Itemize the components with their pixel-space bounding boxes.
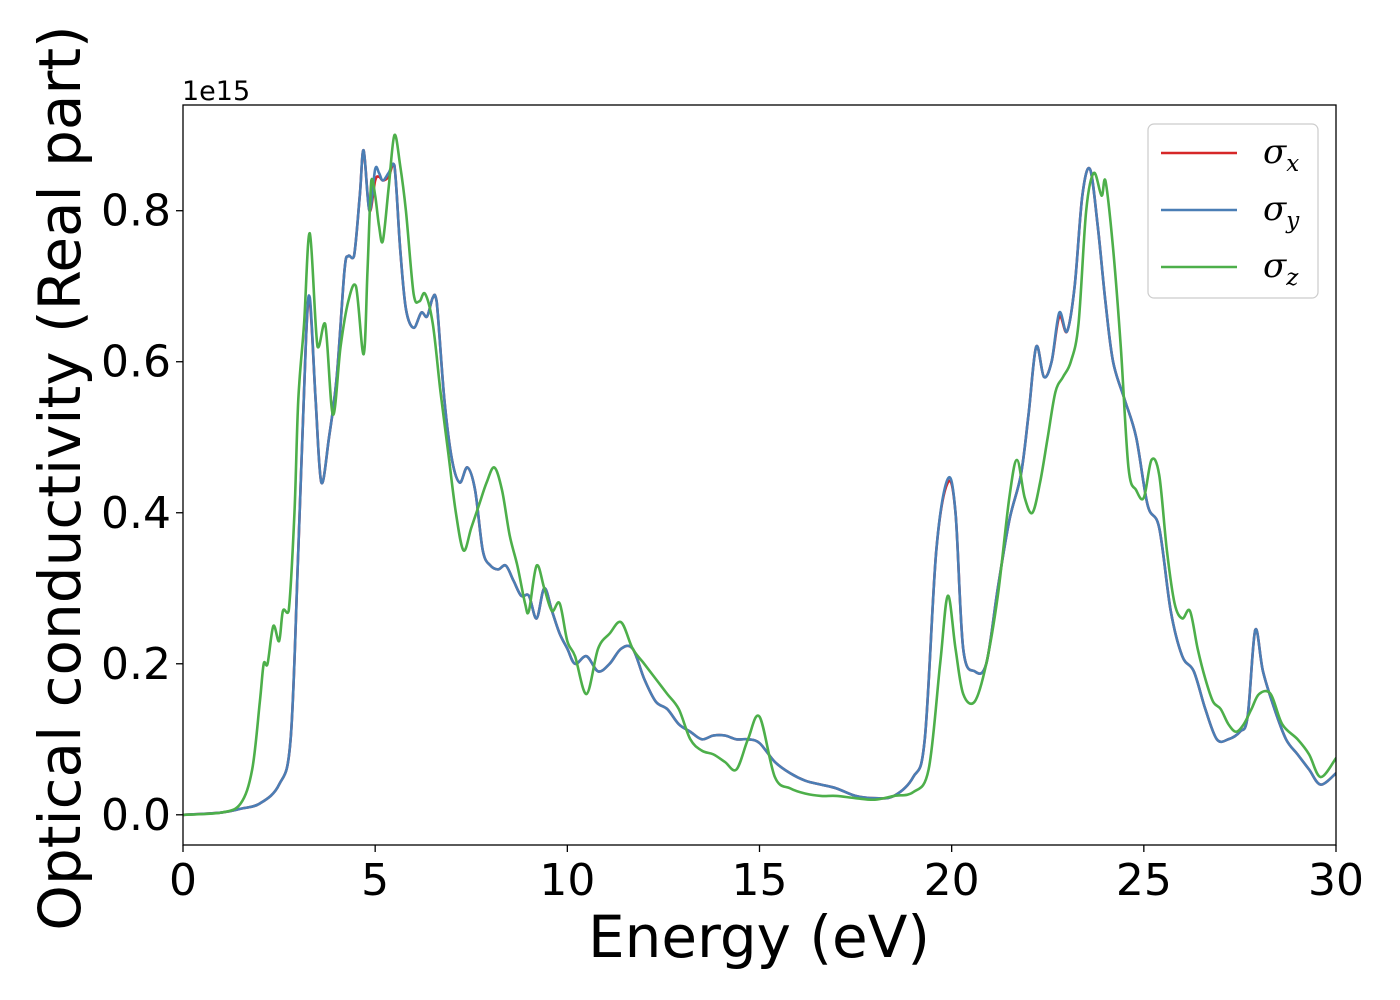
x-tick-label: 10 [539, 855, 595, 906]
plot-area [182, 104, 1337, 846]
y-tick-label: 0.0 [101, 790, 171, 841]
series-line-sigma-z [183, 133, 1336, 817]
x-tick-label: 15 [732, 855, 788, 906]
y-axis-title: Optical conductivity (Real part) [26, 25, 94, 930]
series-layer [183, 133, 1336, 817]
y-offset-label: 1e15 [182, 76, 250, 107]
legend-label-sigma-x: σx [1263, 132, 1299, 177]
y-tick-label: 0.2 [101, 639, 171, 690]
x-tick-label: 25 [1116, 855, 1172, 906]
x-tick-label: 0 [169, 855, 197, 906]
legend-label-sigma-y: σy [1263, 189, 1300, 234]
legend-label-sigma-z: σz [1263, 246, 1299, 291]
y-tick-label: 0.8 [101, 186, 171, 237]
legend-entries: σx σy σz [1161, 132, 1300, 291]
x-tick-label: 20 [924, 855, 980, 906]
y-axis-ticks: 0.0 0.2 0.4 0.6 0.8 [101, 186, 183, 841]
y-tick-label: 0.6 [101, 337, 171, 388]
x-tick-label: 5 [361, 855, 389, 906]
legend: σx σy σz [1147, 123, 1319, 299]
x-axis-ticks: 0 5 10 15 20 25 30 [169, 845, 1364, 906]
y-tick-label: 0.4 [101, 488, 171, 539]
x-axis-title: Energy (eV) [588, 903, 930, 971]
x-tick-label: 30 [1308, 855, 1364, 906]
